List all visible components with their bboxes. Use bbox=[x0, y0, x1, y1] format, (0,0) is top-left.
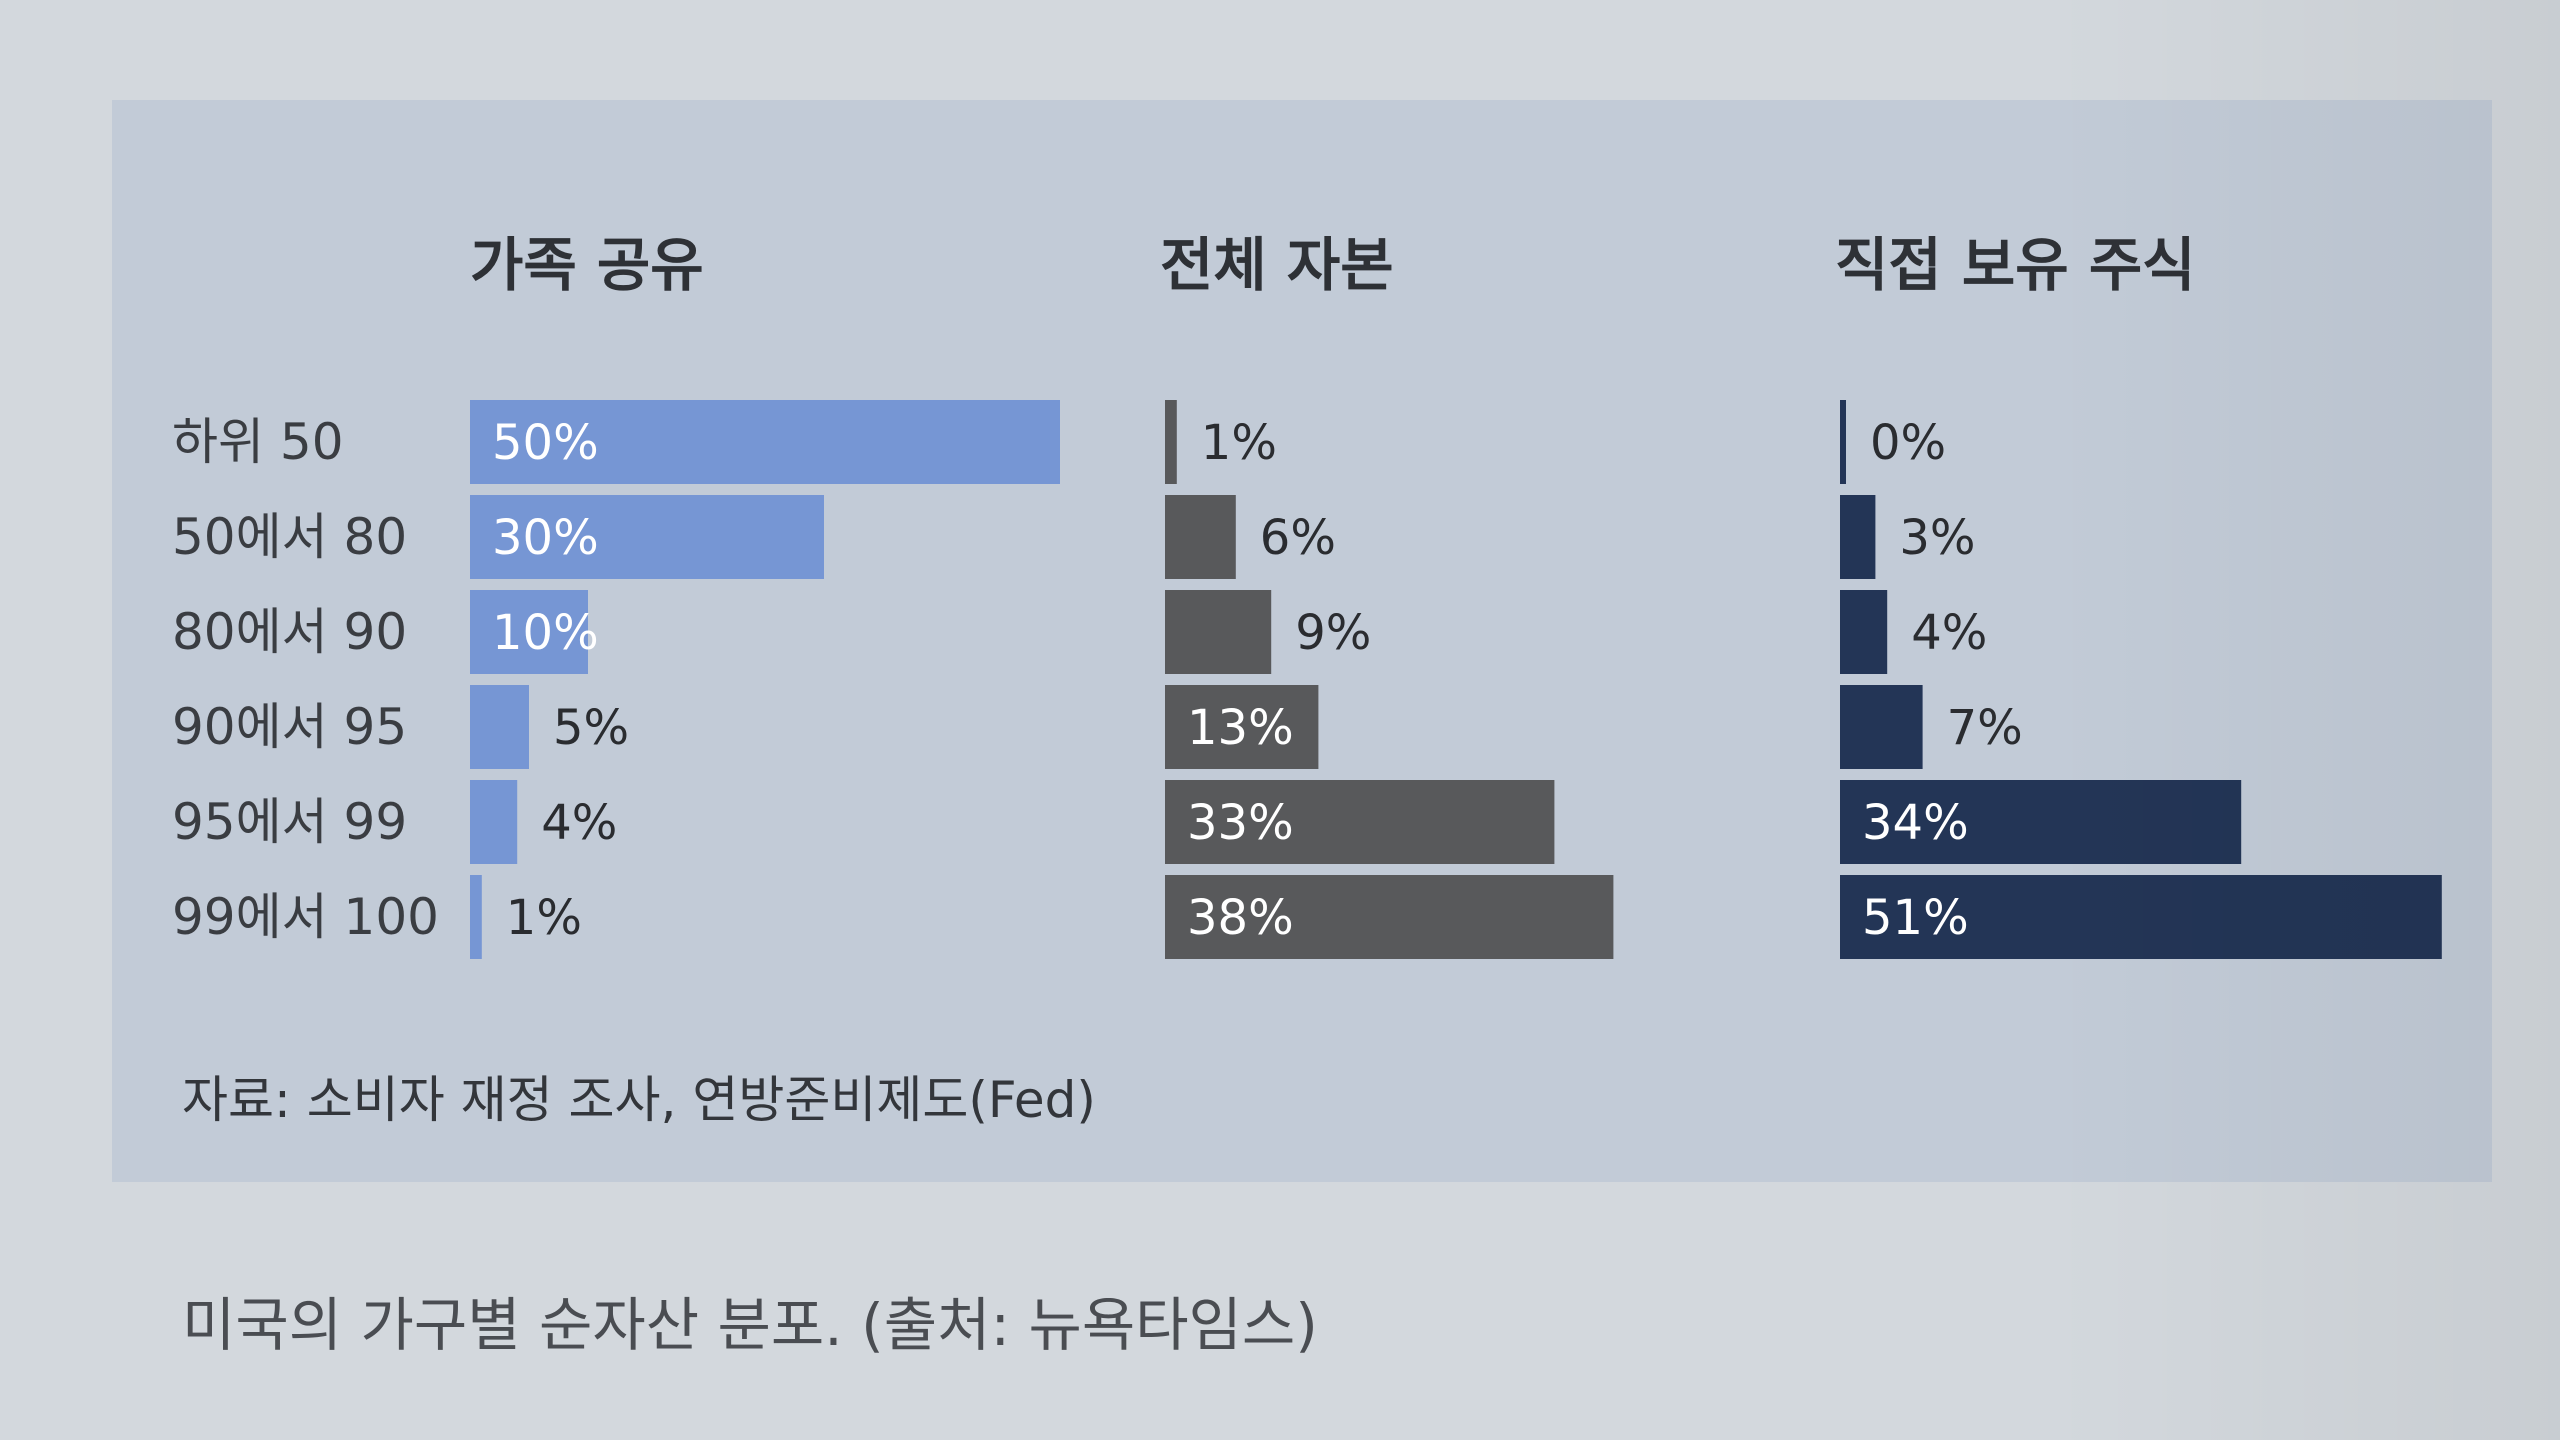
bar bbox=[470, 780, 518, 864]
figure-caption: 미국의 가구별 순자산 분포. (출처: 뉴욕타임스) bbox=[182, 1291, 1318, 1359]
bar bbox=[1840, 875, 2442, 959]
panel-title: 가족 공유 bbox=[470, 231, 704, 299]
bar bbox=[1165, 400, 1177, 484]
source-note: 자료: 소비자 재정 조사, 연방준비제도(Fed) bbox=[182, 1071, 1096, 1129]
bar bbox=[1840, 590, 1888, 674]
bar bbox=[1840, 400, 1846, 484]
category-label: 80에서 90 bbox=[172, 603, 407, 661]
data-label: 33% bbox=[1187, 795, 1294, 851]
bar bbox=[470, 685, 529, 769]
data-label: 6% bbox=[1260, 510, 1336, 566]
bar bbox=[470, 495, 824, 579]
category-label: 50에서 80 bbox=[172, 508, 407, 566]
data-label: 38% bbox=[1187, 890, 1294, 946]
bar bbox=[470, 590, 588, 674]
category-label: 90에서 95 bbox=[172, 698, 407, 756]
bar bbox=[1165, 685, 1319, 769]
data-label: 1% bbox=[506, 890, 582, 946]
data-label: 7% bbox=[1947, 700, 2023, 756]
category-label: 95에서 99 bbox=[172, 793, 407, 851]
bar bbox=[1165, 590, 1272, 674]
data-label: 13% bbox=[1187, 700, 1294, 756]
data-label: 4% bbox=[541, 795, 617, 851]
data-label: 50% bbox=[492, 415, 599, 471]
category-label: 99에서 100 bbox=[172, 888, 439, 946]
bar bbox=[1165, 780, 1555, 864]
data-label: 1% bbox=[1201, 415, 1277, 471]
data-label: 5% bbox=[553, 700, 629, 756]
data-label: 9% bbox=[1295, 605, 1371, 661]
data-label: 4% bbox=[1911, 605, 1987, 661]
panel-title: 직접 보유 주식 bbox=[1835, 231, 2196, 299]
bar bbox=[1840, 685, 1923, 769]
bar bbox=[470, 875, 482, 959]
bar bbox=[1840, 495, 1876, 579]
data-label: 10% bbox=[492, 605, 599, 661]
bar bbox=[1165, 875, 1614, 959]
data-label: 0% bbox=[1870, 415, 1946, 471]
bar bbox=[1840, 780, 2242, 864]
data-label: 51% bbox=[1862, 890, 1969, 946]
panel-title: 전체 자본 bbox=[1160, 231, 1394, 299]
data-label: 34% bbox=[1862, 795, 1969, 851]
data-label: 3% bbox=[1899, 510, 1975, 566]
data-label: 30% bbox=[492, 510, 599, 566]
category-label: 하위 50 bbox=[172, 413, 344, 471]
bar bbox=[470, 400, 1060, 484]
bar bbox=[1165, 495, 1236, 579]
